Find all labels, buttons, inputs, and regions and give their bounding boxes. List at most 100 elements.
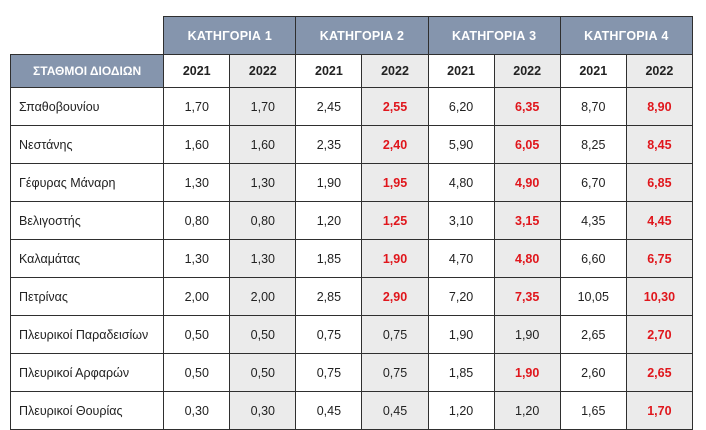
price-cell-cat4-2021: 8,25 [559, 125, 627, 164]
price-cell-cat3-2021: 1,90 [427, 315, 495, 354]
price-cell-cat3-2021: 5,90 [427, 125, 495, 164]
year-2021-header: 2021 [295, 54, 363, 88]
price-cell-cat1-2022: 2,00 [229, 277, 297, 316]
price-cell-cat2-2022: 0,75 [361, 315, 429, 354]
price-cell-cat1-2021: 0,30 [163, 391, 231, 430]
price-cell-cat2-2022: 0,45 [361, 391, 429, 430]
price-cell-cat4-2022: 6,85 [625, 163, 694, 202]
price-cell-cat1-2022: 1,70 [229, 87, 297, 126]
station-name-cell: Νεστάνης [9, 125, 165, 164]
price-cell-cat2-2022: 1,25 [361, 201, 429, 240]
table-row: Σπαθοβουνίου 1,70 1,70 2,45 2,55 6,20 6,35 8,70… [9, 87, 694, 126]
price-cell-cat4-2021: 10,05 [559, 277, 627, 316]
price-cell-cat3-2022: 7,35 [493, 277, 561, 316]
price-cell-cat4-2022: 6,75 [625, 239, 694, 278]
price-cell-cat2-2022: 1,90 [361, 239, 429, 278]
price-cell-cat2-2022: 1,95 [361, 163, 429, 202]
year-2022-header: 2022 [229, 54, 297, 88]
year-2021-header: 2021 [427, 54, 495, 88]
price-cell-cat4-2021: 6,60 [559, 239, 627, 278]
price-cell-cat2-2021: 2,35 [295, 125, 363, 164]
price-cell-cat4-2022: 2,65 [625, 353, 694, 392]
price-cell-cat3-2021: 6,20 [427, 87, 495, 126]
price-cell-cat1-2022: 1,30 [229, 239, 297, 278]
table-row: Νεστάνης 1,60 1,60 2,35 2,40 5,90 6,05 8,25 8,45 [9, 125, 694, 164]
category-header-row: ΚΑΤΗΓΟΡΙΑ 1 ΚΑΤΗΓΟΡΙΑ 2 ΚΑΤΗΓΟΡΙΑ 3 ΚΑΤΗ… [10, 16, 694, 55]
price-cell-cat3-2022: 6,05 [493, 125, 561, 164]
price-cell-cat3-2021: 4,80 [427, 163, 495, 202]
price-cell-cat4-2022: 10,30 [625, 277, 694, 316]
station-name-cell: Σπαθοβουνίου [9, 87, 165, 126]
year-2021-header: 2021 [163, 54, 231, 88]
price-cell-cat2-2021: 2,85 [295, 277, 363, 316]
price-cell-cat2-2021: 0,75 [295, 315, 363, 354]
price-cell-cat4-2021: 6,70 [559, 163, 627, 202]
station-name-cell: Βελιγοστής [9, 201, 165, 240]
price-cell-cat3-2022: 1,90 [493, 353, 561, 392]
year-2021-header: 2021 [559, 54, 627, 88]
price-cell-cat1-2022: 0,50 [229, 353, 297, 392]
price-cell-cat3-2021: 4,70 [427, 239, 495, 278]
price-cell-cat1-2021: 2,00 [163, 277, 231, 316]
station-name-cell: Πλευρικοί Παραδεισίων [9, 315, 165, 354]
year-2022-header: 2022 [493, 54, 561, 88]
price-cell-cat1-2021: 1,70 [163, 87, 231, 126]
stations-header: ΣΤΑΘΜΟΙ ΔΙΟΔΙΩΝ [9, 54, 165, 88]
category-2-header: ΚΑΤΗΓΟΡΙΑ 2 [295, 16, 429, 55]
category-3-header: ΚΑΤΗΓΟΡΙΑ 3 [427, 16, 561, 55]
price-cell-cat2-2021: 1,90 [295, 163, 363, 202]
category-4-header: ΚΑΤΗΓΟΡΙΑ 4 [559, 16, 694, 55]
price-cell-cat1-2021: 1,30 [163, 163, 231, 202]
table-row: Γέφυρας Μάναρη 1,30 1,30 1,90 1,95 4,80 4,90 6,… [9, 163, 694, 202]
price-cell-cat4-2021: 2,65 [559, 315, 627, 354]
table-row: Πλευρικοί Παραδεισίων 0,50 0,50 0,75 0,75 1,9… [9, 315, 694, 354]
table-row: Καλαμάτας 1,30 1,30 1,85 1,90 4,70 4,80 6,60 6,7… [9, 239, 694, 278]
price-cell-cat1-2021: 0,80 [163, 201, 231, 240]
price-cell-cat4-2021: 8,70 [559, 87, 627, 126]
price-cell-cat3-2021: 1,85 [427, 353, 495, 392]
price-cell-cat3-2021: 1,20 [427, 391, 495, 430]
price-cell-cat4-2022: 1,70 [625, 391, 694, 430]
price-cell-cat2-2021: 0,45 [295, 391, 363, 430]
table-row: Πλευρικοί Αρφαρών 0,50 0,50 0,75 0,75 1,85 1,9… [9, 353, 694, 392]
price-cell-cat1-2022: 0,50 [229, 315, 297, 354]
toll-prices-table: ΚΑΤΗΓΟΡΙΑ 1 ΚΑΤΗΓΟΡΙΑ 2 ΚΑΤΗΓΟΡΙΑ 3 ΚΑΤΗ… [9, 16, 694, 430]
table-row: Βελιγοστής 0,80 0,80 1,20 1,25 3,10 3,15 4,35 4,… [9, 201, 694, 240]
price-cell-cat3-2021: 3,10 [427, 201, 495, 240]
price-cell-cat2-2022: 2,55 [361, 87, 429, 126]
station-name-cell: Πετρίνας [9, 277, 165, 316]
price-cell-cat2-2021: 1,85 [295, 239, 363, 278]
price-cell-cat1-2022: 1,30 [229, 163, 297, 202]
price-cell-cat3-2022: 6,35 [493, 87, 561, 126]
price-cell-cat2-2022: 0,75 [361, 353, 429, 392]
station-name-cell: Πλευρικοί Θουρίας [9, 391, 165, 430]
price-cell-cat1-2022: 1,60 [229, 125, 297, 164]
price-cell-cat2-2022: 2,40 [361, 125, 429, 164]
price-cell-cat3-2022: 1,20 [493, 391, 561, 430]
price-cell-cat4-2022: 2,70 [625, 315, 694, 354]
price-cell-cat2-2021: 2,45 [295, 87, 363, 126]
station-name-cell: Καλαμάτας [9, 239, 165, 278]
price-cell-cat1-2021: 0,50 [163, 353, 231, 392]
toll-table-container: ΚΑΤΗΓΟΡΙΑ 1 ΚΑΤΗΓΟΡΙΑ 2 ΚΑΤΗΓΟΡΙΑ 3 ΚΑΤΗ… [9, 16, 694, 430]
station-name-cell: Πλευρικοί Αρφαρών [9, 353, 165, 392]
category-1-header: ΚΑΤΗΓΟΡΙΑ 1 [163, 16, 297, 55]
price-cell-cat4-2022: 8,90 [625, 87, 694, 126]
price-cell-cat4-2021: 1,65 [559, 391, 627, 430]
price-cell-cat1-2022: 0,80 [229, 201, 297, 240]
price-cell-cat3-2022: 4,80 [493, 239, 561, 278]
price-cell-cat3-2022: 1,90 [493, 315, 561, 354]
price-cell-cat4-2021: 4,35 [559, 201, 627, 240]
price-cell-cat2-2021: 0,75 [295, 353, 363, 392]
price-cell-cat3-2022: 4,90 [493, 163, 561, 202]
price-cell-cat4-2022: 8,45 [625, 125, 694, 164]
price-cell-cat2-2021: 1,20 [295, 201, 363, 240]
year-2022-header: 2022 [361, 54, 429, 88]
table-row: Πετρίνας 2,00 2,00 2,85 2,90 7,20 7,35 10,05 10,… [9, 277, 694, 316]
year-header-row: ΣΤΑΘΜΟΙ ΔΙΟΔΙΩΝ 2021 2022 2021 2022 2021… [9, 54, 694, 88]
station-name-cell: Γέφυρας Μάναρη [9, 163, 165, 202]
table-body: Σπαθοβουνίου 1,70 1,70 2,45 2,55 6,20 6,35 8,70… [9, 87, 694, 430]
year-2022-header: 2022 [625, 54, 694, 88]
price-cell-cat4-2021: 2,60 [559, 353, 627, 392]
price-cell-cat1-2022: 0,30 [229, 391, 297, 430]
